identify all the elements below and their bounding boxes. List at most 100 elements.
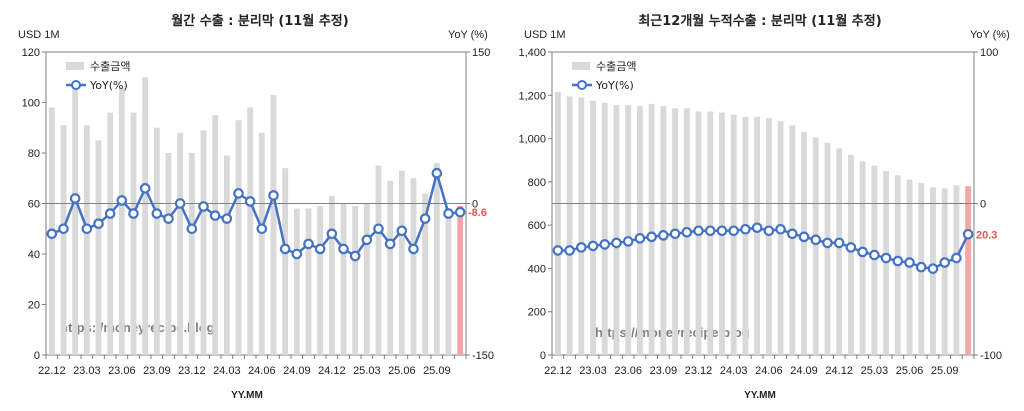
bar xyxy=(578,97,585,355)
yoy-point xyxy=(552,245,564,256)
yoy-point xyxy=(116,195,128,206)
left-tick-label: 1,200 xyxy=(518,90,546,102)
x-tick-label: 24.12 xyxy=(318,365,346,377)
bar xyxy=(363,203,370,355)
x-tick-label: 23.09 xyxy=(143,365,171,377)
x-tick-label: 23.09 xyxy=(650,365,678,377)
yoy-point xyxy=(576,242,587,253)
yoy-point xyxy=(128,208,139,219)
bar xyxy=(433,163,440,355)
yoy-point xyxy=(880,252,892,264)
legend-line-marker xyxy=(71,80,81,90)
x-tick-label: 22.12 xyxy=(544,365,572,377)
x-tick-label: 24.03 xyxy=(720,365,748,377)
yoy-point xyxy=(681,226,693,238)
yoy-point xyxy=(291,248,303,260)
yoy-point xyxy=(763,225,775,237)
yoy-point xyxy=(845,242,857,253)
bar xyxy=(95,140,102,355)
bar xyxy=(270,94,277,356)
monthly-export-chart: 월간 수출 : 분리막 (11월 추정) USD 1M YoY (%) YY.M… xyxy=(18,13,494,401)
yoy-point xyxy=(58,223,69,235)
bar xyxy=(445,208,452,355)
yoy-point xyxy=(338,243,349,255)
yoy-point xyxy=(326,228,338,240)
bar xyxy=(765,118,772,355)
right-tick-label: 100 xyxy=(980,47,998,59)
left-tick-label: 800 xyxy=(528,177,546,189)
yoy-point xyxy=(104,208,116,219)
yoy-point xyxy=(256,223,268,235)
bar xyxy=(188,153,195,355)
bar xyxy=(801,132,807,355)
x-tick-label: 25.09 xyxy=(423,365,451,377)
legend-bar-label: 수출금액 xyxy=(90,60,130,73)
x-tick-label: 23.12 xyxy=(685,365,713,377)
bar xyxy=(340,203,347,355)
bar xyxy=(247,107,254,355)
bar xyxy=(305,208,312,355)
x-axis-label: YY.MM xyxy=(744,390,776,401)
chart-title: 최근12개월 누적수출 : 분리막 (11월 추정) xyxy=(638,13,881,29)
right-tick-label: -100 xyxy=(980,350,1002,362)
bar xyxy=(941,188,948,355)
left-tick-label: 40 xyxy=(28,249,40,261)
yoy-point xyxy=(233,188,244,199)
yoy-point xyxy=(151,208,163,219)
bar xyxy=(847,154,854,355)
bar xyxy=(130,112,137,355)
yoy-point xyxy=(693,225,704,237)
chart-title: 월간 수출 : 분리막 (11월 추정) xyxy=(171,13,348,29)
yoy-point xyxy=(221,213,233,224)
bar xyxy=(83,125,90,355)
yoy-point xyxy=(373,223,384,235)
yoy-point xyxy=(658,230,669,241)
bar xyxy=(953,185,960,355)
right-tick-label: 0 xyxy=(980,199,986,211)
yoy-point xyxy=(798,231,810,243)
x-axis-label: YY.MM xyxy=(231,390,263,401)
yoy-point xyxy=(775,223,786,235)
bar xyxy=(554,92,561,356)
yoy-point xyxy=(93,218,104,229)
bar xyxy=(590,100,596,355)
bar xyxy=(789,125,796,355)
bar xyxy=(777,121,784,355)
bar xyxy=(812,137,819,355)
legend-line-marker xyxy=(577,80,587,90)
bar xyxy=(398,170,405,355)
yoy-point xyxy=(564,245,575,256)
yoy-point xyxy=(361,234,373,246)
x-tick-label: 23.12 xyxy=(178,365,206,377)
yoy-point xyxy=(951,252,962,264)
yoy-point xyxy=(408,243,419,255)
yoy-point xyxy=(611,237,622,249)
yoy-point xyxy=(349,250,361,262)
right-tick-label: 0 xyxy=(472,199,478,211)
bar xyxy=(648,103,655,355)
bar xyxy=(625,105,632,356)
yoy-point xyxy=(869,249,880,261)
left-tick-label: 20 xyxy=(28,300,40,312)
x-tick-label: 24.06 xyxy=(755,365,783,377)
yoy-point xyxy=(939,257,950,268)
left-tick-label: 80 xyxy=(28,148,40,160)
x-tick-label: 23.03 xyxy=(73,365,101,377)
bar xyxy=(387,180,394,355)
yoy-point xyxy=(833,237,845,249)
bar xyxy=(871,165,878,355)
x-tick-label: 22.12 xyxy=(38,365,66,377)
x-tick-label: 23.03 xyxy=(579,365,607,377)
x-tick-label: 23.06 xyxy=(614,365,642,377)
x-tick-label: 24.12 xyxy=(825,365,853,377)
bar xyxy=(328,195,335,355)
left-tick-label: 1,400 xyxy=(518,47,546,59)
bar xyxy=(566,96,573,355)
legend-line-label: YoY(%) xyxy=(89,79,128,92)
last-value-label: -8.6 xyxy=(468,207,487,219)
bar xyxy=(118,87,125,355)
bar xyxy=(457,206,464,355)
yoy-point xyxy=(892,255,904,267)
x-tick-label: 25.06 xyxy=(896,365,924,377)
